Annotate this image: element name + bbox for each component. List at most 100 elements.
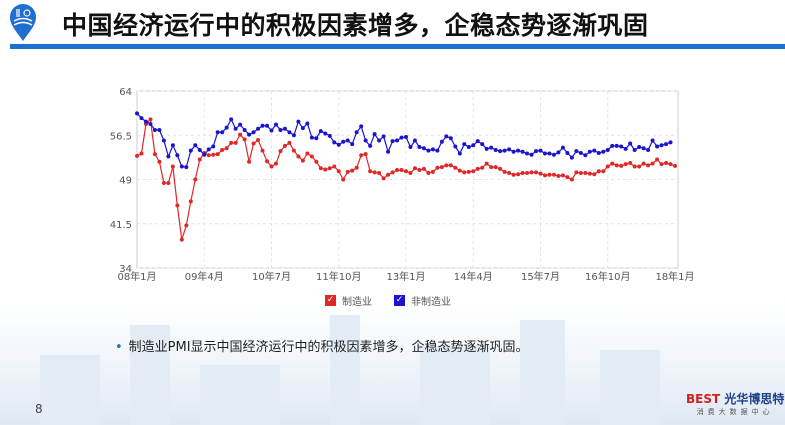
data-point-1: [327, 133, 332, 138]
data-point-0: [269, 164, 274, 169]
data-point-0: [135, 153, 139, 158]
data-point-1: [610, 143, 615, 148]
legend-item-manufacturing[interactable]: ✓ 制造业: [325, 293, 372, 308]
data-point-0: [466, 169, 471, 174]
data-point-1: [417, 145, 422, 150]
data-point-1: [399, 135, 404, 140]
data-point-1: [318, 129, 323, 134]
data-point-1: [623, 146, 628, 151]
data-point-1: [305, 121, 310, 126]
data-point-1: [430, 147, 435, 152]
data-point-1: [287, 130, 292, 135]
data-point-1: [448, 136, 453, 141]
data-point-0: [560, 173, 565, 178]
data-point-0: [556, 173, 561, 178]
data-point-1: [269, 128, 274, 133]
data-point-0: [377, 171, 382, 176]
data-point-0: [444, 163, 449, 168]
data-point-1: [193, 143, 198, 148]
data-point-1: [368, 143, 373, 148]
data-point-1: [215, 130, 220, 135]
data-point-1: [538, 148, 543, 153]
data-point-1: [161, 138, 166, 143]
data-point-0: [507, 171, 512, 176]
legend-label: 制造业: [342, 297, 372, 308]
data-point-1: [408, 145, 413, 150]
bullet-point: • 制造业PMI显示中国经济运行中的积极因素增多，企稳态势逐渐巩固。: [115, 336, 529, 355]
data-point-0: [260, 148, 265, 153]
data-point-1: [341, 139, 346, 144]
data-point-1: [251, 130, 256, 135]
data-point-1: [619, 144, 624, 149]
data-point-0: [547, 172, 552, 177]
data-point-0: [296, 154, 301, 159]
data-point-0: [650, 161, 655, 166]
data-point-0: [211, 152, 216, 157]
data-point-0: [412, 166, 417, 171]
data-point-0: [184, 223, 189, 228]
data-point-0: [637, 164, 642, 169]
data-point-1: [332, 140, 337, 145]
data-point-0: [291, 148, 296, 153]
data-point-1: [511, 149, 516, 154]
data-point-0: [336, 169, 341, 174]
data-point-1: [395, 138, 400, 143]
title-divider: [10, 44, 785, 49]
data-point-1: [291, 133, 296, 138]
data-point-0: [583, 171, 588, 176]
data-point-0: [601, 169, 606, 174]
data-point-0: [453, 165, 458, 170]
data-point-0: [489, 165, 494, 170]
data-point-1: [296, 119, 301, 124]
data-point-0: [605, 164, 610, 169]
data-point-1: [466, 145, 471, 150]
data-point-1: [256, 126, 261, 131]
data-point-0: [493, 165, 498, 170]
data-point-1: [323, 131, 328, 136]
data-point-1: [534, 149, 539, 154]
bullet-icon: •: [115, 340, 123, 355]
x-tick-label: 11年10月: [316, 270, 361, 283]
data-point-0: [242, 137, 247, 142]
data-point-1: [529, 152, 534, 157]
data-point-0: [646, 163, 651, 168]
data-point-1: [309, 135, 314, 140]
data-point-1: [278, 127, 283, 132]
data-point-1: [565, 150, 570, 155]
page-title: 中国经济运行中的积极因素增多，企稳态势逐渐巩固: [62, 11, 649, 40]
data-point-0: [166, 181, 171, 186]
data-point-1: [345, 138, 350, 143]
data-point-0: [229, 140, 234, 145]
data-point-1: [668, 140, 673, 145]
data-point-1: [596, 150, 601, 155]
data-point-1: [489, 145, 494, 150]
data-point-1: [592, 148, 597, 153]
data-point-1: [641, 146, 646, 151]
data-point-1: [260, 123, 265, 128]
data-point-0: [224, 146, 229, 151]
data-point-0: [381, 176, 386, 181]
data-point-0: [341, 177, 346, 182]
data-point-1: [135, 111, 139, 116]
data-point-1: [148, 122, 153, 127]
data-point-1: [363, 138, 368, 143]
brand-name: 光华博思特: [724, 392, 785, 406]
data-point-1: [206, 147, 211, 152]
data-point-0: [247, 159, 252, 164]
data-point-0: [534, 170, 539, 175]
legend-item-non-manufacturing[interactable]: ✓ 非制造业: [394, 293, 451, 308]
data-point-1: [166, 154, 171, 159]
brand-prefix: BEST: [686, 392, 721, 406]
data-point-1: [381, 134, 386, 139]
data-point-1: [475, 139, 480, 144]
data-point-1: [412, 138, 417, 143]
data-point-0: [265, 159, 270, 164]
data-point-1: [157, 127, 162, 132]
data-point-0: [179, 237, 184, 242]
data-point-0: [610, 161, 615, 166]
data-point-0: [197, 157, 202, 162]
data-point-1: [404, 135, 408, 140]
data-point-1: [444, 134, 449, 139]
series-line-1: [136, 112, 671, 168]
data-point-1: [507, 147, 512, 152]
